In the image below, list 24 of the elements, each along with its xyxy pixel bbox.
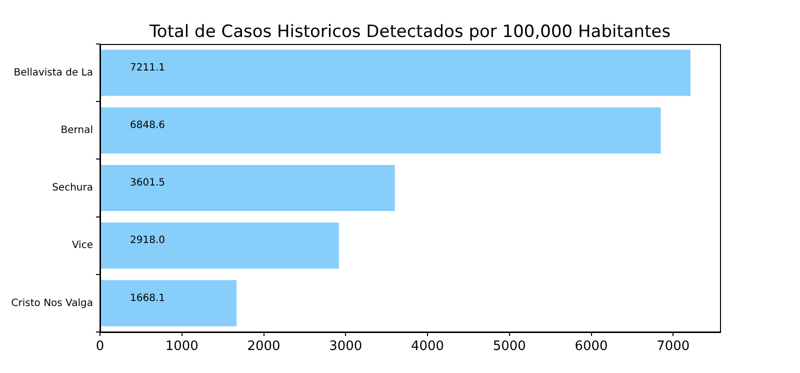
bar	[100, 222, 339, 269]
x-tick-label: 5000	[492, 339, 526, 354]
y-tick-label: Sechura	[52, 182, 93, 194]
x-tick-label: 3000	[329, 339, 362, 354]
data-label: 6848.6	[130, 120, 165, 131]
y-tick-label: Cristo Nos Valga	[11, 298, 93, 309]
data-label: 7211.1	[130, 62, 165, 74]
bar	[100, 107, 661, 154]
x-tick-label: 7000	[656, 339, 690, 354]
bar	[100, 50, 690, 96]
y-tick-label: Bellavista de La	[14, 67, 93, 78]
chart-title: Total de Casos Historicos Detectados por 100,000 Habitantes	[148, 22, 671, 42]
bar	[100, 164, 395, 212]
y-tick-label: Vice	[72, 240, 93, 252]
x-tick-label: 4000	[410, 339, 444, 354]
x-tick-label: 2000	[247, 339, 280, 354]
x-tick-label: 1000	[165, 339, 198, 354]
data-label: 2918.0	[130, 235, 165, 246]
x-tick-label: 6000	[574, 339, 608, 354]
x-tick-label: 0	[96, 339, 104, 354]
data-label: 3601.5	[130, 178, 165, 189]
bar	[100, 280, 237, 326]
y-tick-label: Bernal	[60, 124, 93, 136]
data-label: 1668.1	[130, 292, 165, 304]
